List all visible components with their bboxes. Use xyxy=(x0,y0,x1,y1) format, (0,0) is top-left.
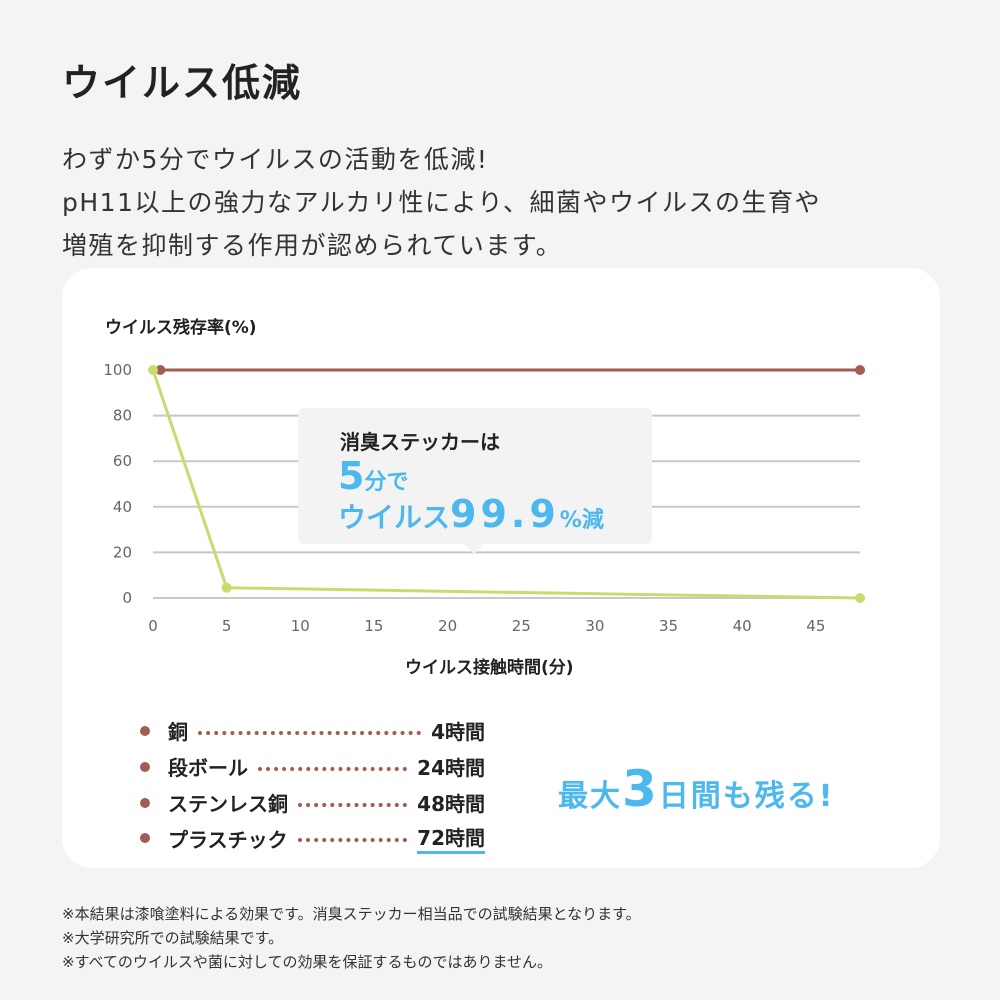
x-tick-label: 5 xyxy=(222,617,232,635)
data-point xyxy=(221,582,232,593)
bubble-suffix: %減 xyxy=(559,508,604,533)
footnote: ※大学研究所での試験結果です。 xyxy=(62,929,284,947)
x-tick-label: 10 xyxy=(291,617,310,635)
lead-text: わずか5分でウイルスの活動を低減! pH11以上の強力なアルカリ性により、細菌や… xyxy=(62,138,821,267)
x-tick-label: 20 xyxy=(438,617,457,635)
callout-post: 日間も残る! xyxy=(658,779,835,814)
speech-bubble: 消臭ステッカーは 5分で ウイルス99.9%減 xyxy=(298,408,652,554)
data-point xyxy=(855,593,866,603)
x-axis-label: ウイルス接触時間(分) xyxy=(405,658,574,678)
line-chart: 0 20 40 60 80 100 0 5 10 15 20 25 30 35 40 45 xyxy=(103,361,866,635)
page-title: ウイルス低減 xyxy=(62,61,303,105)
y-tick-label: 100 xyxy=(103,361,132,379)
lead-line: pH11以上の強力なアルカリ性により、細菌やウイルスの生育や xyxy=(62,188,821,217)
dotted-leader xyxy=(198,730,422,735)
y-tick-label: 80 xyxy=(113,407,132,425)
bullet-icon xyxy=(140,761,150,772)
x-tick-label: 45 xyxy=(806,617,825,635)
item-value: 4時間 xyxy=(431,720,485,744)
bubble-percent: 99.9 xyxy=(450,492,560,536)
y-tick-label: 40 xyxy=(113,498,132,516)
list-item: 銅 4時間 xyxy=(140,716,485,745)
data-point xyxy=(155,365,166,375)
callout-number: 3 xyxy=(622,760,659,818)
bubble-unit: 分で xyxy=(364,470,409,495)
bubble-prefix: ウイルス xyxy=(338,501,451,534)
item-value: 48時間 xyxy=(417,792,485,816)
bullet-icon xyxy=(140,833,150,843)
y-axis-label: ウイルス残存率(%) xyxy=(105,318,257,338)
bubble-number: 5 xyxy=(338,454,365,498)
item-value: 72時間 xyxy=(417,822,485,854)
item-label: 銅 xyxy=(168,720,188,744)
callout-pre: 最大 xyxy=(558,779,622,814)
bubble-time: 5分で xyxy=(338,454,408,498)
lead-line: 増殖を抑制する作用が認められています。 xyxy=(62,231,563,260)
data-point xyxy=(148,365,158,375)
footnote: ※すべてのウイルスや菌に対しての効果を保証するものではありません。 xyxy=(62,953,553,971)
y-tick-label: 60 xyxy=(113,452,132,470)
data-point xyxy=(855,365,866,375)
x-tick-label: 30 xyxy=(585,617,604,635)
dotted-leader xyxy=(298,802,408,807)
y-tick-label: 0 xyxy=(122,589,132,607)
dotted-leader xyxy=(258,766,408,771)
x-tick-label: 15 xyxy=(364,617,383,635)
bubble-heading: 消臭ステッカーは xyxy=(340,430,500,454)
y-tick-label: 20 xyxy=(113,543,132,561)
list-item: 段ボール 24時間 xyxy=(140,752,485,781)
x-tick-label: 40 xyxy=(733,617,752,635)
chart-card xyxy=(62,268,940,868)
list-item: プラスチック 72時間 xyxy=(140,822,485,854)
bullet-icon xyxy=(140,725,150,736)
item-label: プラスチック xyxy=(168,827,288,852)
list-item: ステンレス銅 48時間 xyxy=(140,788,485,817)
x-tick-label: 25 xyxy=(512,617,531,635)
footnote: ※本結果は漆喰塗料による効果です。消臭ステッカー相当品での試験結果となります。 xyxy=(62,905,641,923)
dotted-leader xyxy=(297,838,408,842)
callout-text: 最大3日間も残る! xyxy=(558,760,834,818)
x-tick-label: 35 xyxy=(659,617,678,635)
bullet-icon xyxy=(140,797,150,808)
item-label: 段ボール xyxy=(168,756,248,780)
item-label: ステンレス銅 xyxy=(168,792,288,816)
lead-line: わずか5分でウイルスの活動を低減! xyxy=(62,145,489,174)
footnotes: ※本結果は漆喰塗料による効果です。消臭ステッカー相当品での試験結果となります。 … xyxy=(62,902,641,974)
x-tick-label: 0 xyxy=(148,617,158,635)
bubble-reduction: ウイルス99.9%減 xyxy=(338,492,604,536)
item-value: 24時間 xyxy=(417,756,485,780)
